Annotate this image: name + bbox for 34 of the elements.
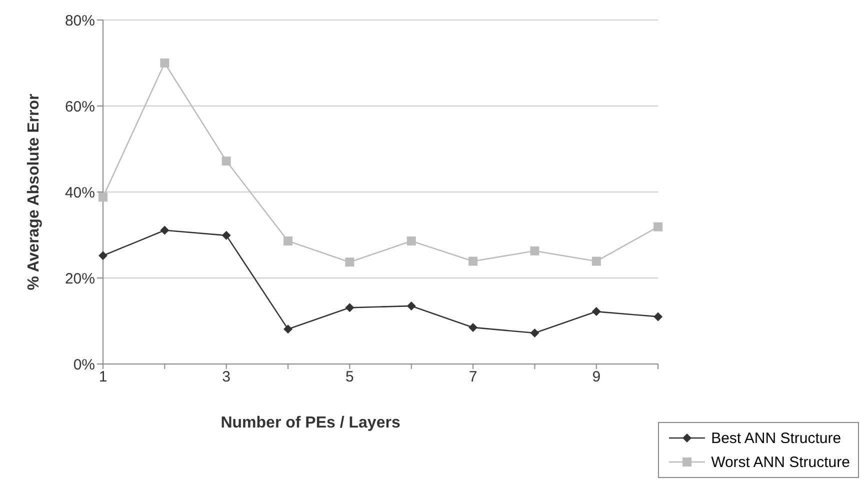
point xyxy=(592,307,601,316)
point xyxy=(284,324,293,334)
y-tick-label: 40% xyxy=(64,184,95,202)
point xyxy=(98,192,108,202)
point xyxy=(654,222,663,232)
point xyxy=(284,236,293,246)
y-tick-label: 0% xyxy=(73,356,95,374)
point xyxy=(468,256,478,266)
point xyxy=(160,58,170,68)
point xyxy=(468,322,478,332)
y-tick-label: 60% xyxy=(64,98,95,116)
legend-label: Worst ANN Structure xyxy=(711,454,850,470)
point xyxy=(592,256,601,266)
x-tick-label: 9 xyxy=(592,368,601,386)
y-tick-label: 80% xyxy=(64,12,95,30)
point xyxy=(160,226,170,235)
point xyxy=(98,251,108,260)
x-tick-label: 5 xyxy=(346,368,354,386)
point xyxy=(406,301,416,310)
legend-label: Best ANN Structure xyxy=(711,430,842,446)
y-tick-label: 20% xyxy=(64,270,95,288)
point xyxy=(406,236,416,246)
point xyxy=(530,328,540,338)
point xyxy=(345,303,354,312)
point xyxy=(345,258,354,267)
y-axis-title: % Average Absolute Error xyxy=(26,94,43,290)
x-axis-title: Number of PEs / Layers xyxy=(220,414,400,432)
x-tick-label: 1 xyxy=(98,368,108,386)
point xyxy=(222,230,231,240)
point xyxy=(530,246,540,256)
x-tick-label: 3 xyxy=(222,368,231,386)
point xyxy=(222,156,231,166)
point xyxy=(654,312,663,322)
x-tick-label: 7 xyxy=(468,368,478,386)
